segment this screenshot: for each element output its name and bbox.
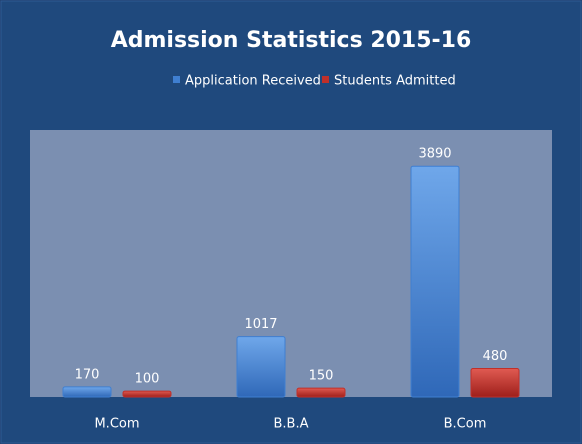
data-label: 100	[135, 372, 160, 387]
data-label: 3890	[418, 147, 451, 162]
bar	[410, 165, 460, 398]
bar	[236, 336, 286, 398]
x-tick-label: B.B.A	[274, 417, 309, 432]
data-label: 1017	[244, 317, 277, 332]
chart-title: Admission Statistics 2015-16	[111, 28, 472, 53]
legend-swatch	[173, 76, 180, 83]
x-tick-label: M.Com	[94, 417, 139, 432]
x-tick-label: B.Com	[444, 417, 487, 432]
bar	[296, 387, 346, 398]
bar	[122, 390, 172, 398]
data-label: 150	[309, 369, 334, 384]
data-label: 170	[75, 367, 100, 382]
bar	[470, 368, 520, 398]
bar	[62, 386, 112, 398]
plot-area	[30, 130, 552, 397]
legend-swatch	[322, 76, 329, 83]
legend-label: Application Received	[185, 74, 321, 89]
legend-label: Students Admitted	[334, 74, 456, 89]
data-label: 480	[483, 349, 508, 364]
